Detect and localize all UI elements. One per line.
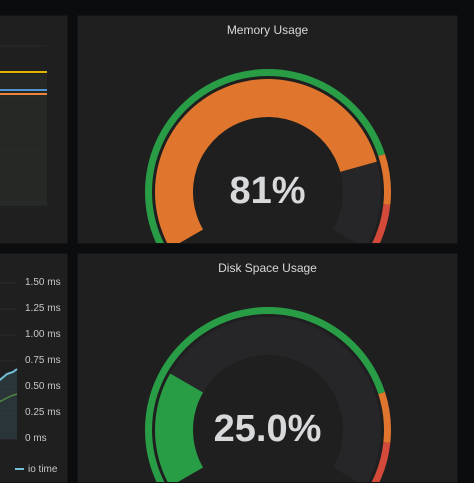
y-tick-1: 1.50 ms bbox=[25, 277, 61, 288]
io-time-graph bbox=[0, 254, 68, 483]
y-tick-7: 0 ms bbox=[25, 433, 47, 444]
cpu-graph-panel[interactable] bbox=[0, 15, 68, 244]
gauge-value: 81% bbox=[78, 170, 457, 213]
legend-swatch bbox=[15, 468, 24, 470]
memory-usage-panel[interactable]: Memory Usage 81% bbox=[77, 15, 458, 244]
legend-label: io time bbox=[28, 464, 57, 475]
y-tick-2: 1.25 ms bbox=[25, 303, 61, 314]
io-time-graph-panel[interactable]: 1.50 ms 1.25 ms 1.00 ms 0.75 ms 0.50 ms … bbox=[0, 253, 68, 483]
y-tick-3: 1.00 ms bbox=[25, 329, 61, 340]
y-tick-6: 0.25 ms bbox=[25, 407, 61, 418]
top-left-graph bbox=[0, 16, 68, 244]
y-tick-5: 0.50 ms bbox=[25, 381, 61, 392]
disk-space-usage-panel[interactable]: Disk Space Usage 25.0% bbox=[77, 253, 458, 483]
y-tick-4: 0.75 ms bbox=[25, 355, 61, 366]
legend-item-io-time[interactable]: io time bbox=[15, 464, 57, 475]
gauge-value: 25.0% bbox=[78, 408, 457, 451]
